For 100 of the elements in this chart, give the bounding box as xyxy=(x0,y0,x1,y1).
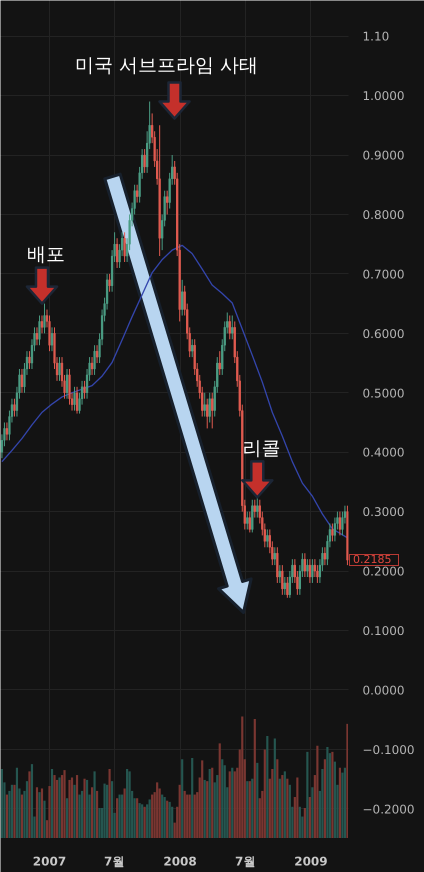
candlestick xyxy=(331,523,334,542)
bar xyxy=(248,781,251,838)
candlestick xyxy=(136,184,138,204)
bar xyxy=(166,800,168,838)
candlestick xyxy=(251,499,254,533)
bar xyxy=(266,736,268,838)
bar xyxy=(264,749,266,838)
bar xyxy=(338,768,341,838)
y-tick-label: 0.7000 xyxy=(362,267,404,282)
bar xyxy=(296,778,298,838)
candlestick xyxy=(58,356,61,382)
bar xyxy=(298,806,301,838)
candlestick xyxy=(93,344,96,376)
y-tick-label: 0.9000 xyxy=(362,148,404,163)
bar xyxy=(331,752,334,838)
bar xyxy=(344,768,346,838)
y-tick-label: 0.4000 xyxy=(362,446,404,460)
bar xyxy=(106,784,108,838)
annotation: 미국 서브프라임 사태 xyxy=(74,54,258,76)
bar xyxy=(0,768,4,838)
annotation: 리콜 xyxy=(242,437,280,460)
bar xyxy=(93,771,96,838)
candlestick xyxy=(83,380,86,400)
candlestick xyxy=(256,496,258,518)
candlestick xyxy=(123,232,126,263)
bar xyxy=(191,758,194,838)
x-tick-label: 7월 xyxy=(234,854,256,868)
bar xyxy=(156,782,158,838)
candlestick xyxy=(66,368,68,400)
bar xyxy=(148,799,151,838)
x-tick-label: 2009 xyxy=(294,854,328,868)
bar xyxy=(90,787,94,838)
y-tick-label: −0.2000 xyxy=(362,802,415,816)
bar xyxy=(124,788,126,838)
bar xyxy=(20,794,24,838)
bar xyxy=(121,794,124,838)
candlestick xyxy=(36,326,38,346)
candlestick xyxy=(6,422,8,441)
bar xyxy=(10,784,14,838)
bar xyxy=(86,780,88,838)
y-tick-label: 0.1000 xyxy=(362,624,404,638)
bar xyxy=(284,771,286,838)
candlestick xyxy=(208,392,211,423)
candlestick xyxy=(274,546,276,566)
candlestick xyxy=(143,148,146,174)
bar xyxy=(286,778,288,838)
bar xyxy=(186,794,188,838)
bar xyxy=(346,724,348,838)
bar xyxy=(168,802,171,838)
bar xyxy=(334,762,336,838)
bar xyxy=(40,788,44,838)
bar xyxy=(83,778,86,838)
candlestick xyxy=(304,552,306,578)
bar xyxy=(43,800,46,838)
candlestick xyxy=(338,511,342,536)
x-tick-label: 2008 xyxy=(163,854,197,868)
bar xyxy=(311,787,314,838)
bar xyxy=(161,794,164,838)
bar xyxy=(281,775,284,838)
bar xyxy=(251,778,254,838)
bar xyxy=(66,798,68,838)
bar xyxy=(221,759,224,838)
bar xyxy=(206,781,208,838)
candlestick xyxy=(13,398,16,418)
bar xyxy=(6,794,8,838)
candlestick xyxy=(248,511,251,533)
bar xyxy=(96,790,98,838)
candlestick xyxy=(76,386,78,414)
bar xyxy=(136,798,138,838)
candlestick xyxy=(266,528,268,548)
bar xyxy=(63,770,66,838)
bar xyxy=(326,747,328,838)
candlestick xyxy=(324,546,326,566)
annotation: 배포 xyxy=(26,244,65,266)
candlestick xyxy=(90,356,94,376)
bar xyxy=(13,784,16,838)
bar xyxy=(256,762,258,838)
bar xyxy=(201,760,204,838)
candlestick xyxy=(211,392,214,429)
bar xyxy=(164,797,166,838)
y-tick-label: −0.1000 xyxy=(362,742,415,757)
candlestick xyxy=(284,576,286,596)
bar xyxy=(118,794,121,838)
bar xyxy=(194,794,196,838)
candlestick xyxy=(108,273,111,292)
bar xyxy=(304,808,306,838)
y-tick-label: 0.6000 xyxy=(362,326,404,341)
bar xyxy=(73,784,76,838)
bar xyxy=(218,743,221,838)
bar xyxy=(36,787,38,838)
bar xyxy=(278,778,281,838)
bar xyxy=(141,804,144,838)
candlestick xyxy=(28,350,31,370)
y-tick-label: 0.3000 xyxy=(362,505,404,520)
candlestick xyxy=(276,546,278,584)
y-tick-label: 0.5000 xyxy=(362,386,404,400)
bar xyxy=(111,781,114,838)
candlestick xyxy=(73,386,76,412)
bar xyxy=(76,775,78,838)
y-tick-label: 0.0000 xyxy=(362,683,404,698)
